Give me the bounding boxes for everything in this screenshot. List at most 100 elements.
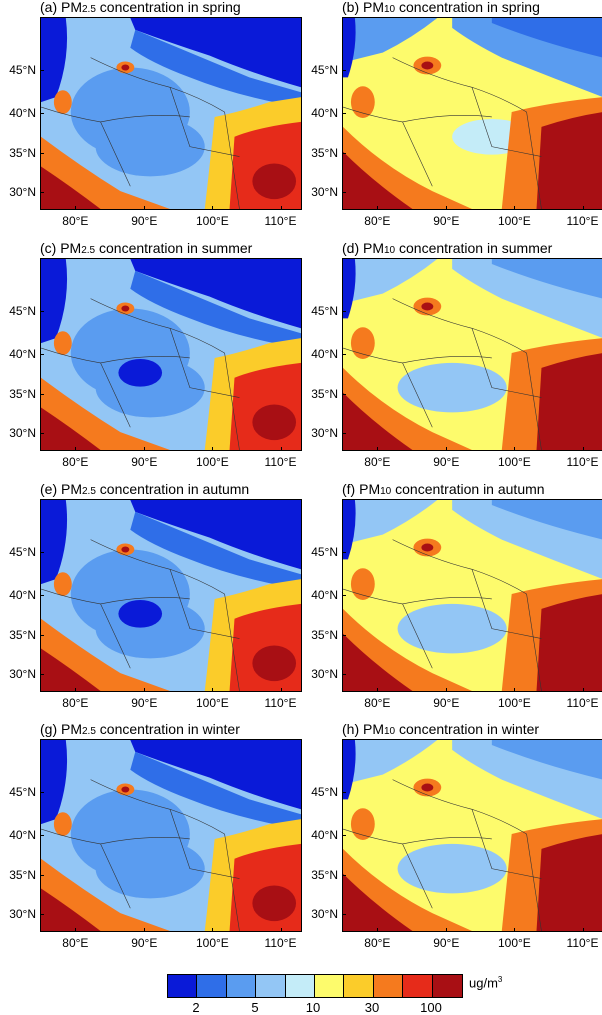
low-concentration-region [41, 500, 68, 585]
northwest-region [343, 740, 438, 785]
southwest-core [41, 166, 101, 209]
boundary-line [402, 362, 433, 428]
northwest-region [343, 18, 438, 63]
boundary-line [471, 328, 542, 398]
lon-tick-label: 100°E [497, 214, 531, 228]
boundary-line [224, 833, 240, 931]
tarim-max [421, 783, 434, 792]
lon-tick [212, 928, 214, 932]
lat-tick [342, 353, 346, 355]
boundary-line [169, 328, 240, 398]
boundary-line [100, 115, 190, 123]
lon-tick [75, 447, 77, 451]
lon-tick [514, 447, 516, 451]
lat-tick-label: 35°N [311, 628, 338, 643]
lon-tick-label: 110°E [264, 455, 297, 469]
low-concentration-region [41, 259, 301, 329]
lon-tick [212, 447, 214, 451]
lat-tick [40, 394, 44, 396]
tarim-max [421, 61, 434, 70]
boundary-line [402, 597, 492, 605]
map-frame [40, 258, 302, 451]
lon-tick-label: 80°E [364, 936, 391, 950]
boundary-line [41, 828, 101, 845]
low-concentration-region [41, 500, 301, 570]
map-frame [342, 739, 602, 932]
northwest-low [343, 500, 356, 560]
low-concentration-region [41, 18, 68, 103]
northwest-low [343, 18, 356, 78]
boundary-line [402, 837, 492, 845]
southwest-core [41, 407, 101, 450]
lat-tick-label: 30°N [9, 184, 36, 199]
lat-tick-label: 40°N [311, 346, 338, 361]
lat-tick [40, 311, 44, 313]
lat-tick [40, 432, 44, 434]
lon-tick [75, 928, 77, 932]
band [130, 751, 301, 830]
colorbar-cell [226, 975, 257, 997]
boundary-line [392, 539, 527, 595]
lon-tick [582, 688, 584, 692]
boundary-line [402, 121, 433, 187]
lon-tick-label: 90°E [131, 214, 158, 228]
boundary-line [402, 603, 433, 669]
west-spot [350, 808, 375, 840]
lat-tick-label: 35°N [9, 628, 36, 643]
lat-tick [40, 875, 44, 877]
concentration-map [41, 740, 301, 931]
lon-tick [144, 447, 146, 451]
lon-tick [144, 688, 146, 692]
colorbar-tick-label: 2 [192, 1000, 200, 1015]
lat-tick [342, 635, 346, 637]
lon-tick-label: 100°E [195, 936, 229, 950]
plateau-field [95, 116, 205, 177]
lat-tick [342, 112, 346, 114]
lat-tick-label: 45°N [9, 63, 36, 78]
lat-tick [40, 834, 44, 836]
boundary-line [392, 57, 527, 113]
boundary-line [100, 121, 131, 187]
boundary-line [343, 347, 403, 364]
colorbar-tick-label: 5 [251, 1000, 259, 1015]
concentration-map [41, 18, 301, 209]
colorbar-cell [314, 975, 345, 997]
lon-tick-label: 100°E [497, 936, 531, 950]
boundary-line [224, 352, 240, 450]
lon-tick [144, 928, 146, 932]
lat-tick-label: 40°N [9, 587, 36, 602]
west-spot [53, 331, 72, 355]
lat-tick-label: 35°N [9, 146, 36, 161]
lat-tick-label: 30°N [9, 425, 36, 440]
panel-title: (c) PM2.5 concentration in summer [40, 240, 253, 256]
boundary-line [90, 539, 225, 595]
minimum-spot [118, 599, 163, 628]
plateau-field [397, 843, 507, 894]
southwest-core [343, 151, 413, 209]
lon-tick-label: 90°E [433, 214, 460, 228]
boundary-line [526, 352, 542, 450]
panel-title: (a) PM2.5 concentration in spring [40, 0, 241, 15]
lat-tick [40, 191, 44, 193]
tarim-max [121, 786, 130, 793]
east-max [252, 404, 297, 441]
northeast-low [491, 18, 602, 58]
lon-tick-label: 110°E [264, 214, 297, 228]
boundary-line [41, 347, 101, 364]
boundary-line [343, 588, 403, 605]
lon-tick-label: 90°E [433, 696, 460, 710]
southwest-core [343, 873, 413, 931]
west-spot [350, 86, 375, 118]
lat-tick [40, 594, 44, 596]
lat-tick-label: 30°N [311, 666, 338, 681]
tarim-max [121, 546, 130, 553]
lon-tick-label: 90°E [433, 455, 460, 469]
southwest-core [343, 633, 413, 691]
lat-tick-label: 40°N [311, 827, 338, 842]
boundary-line [471, 809, 542, 879]
northeast-low [491, 259, 602, 299]
west-spot [350, 568, 375, 600]
lon-tick-label: 100°E [195, 214, 229, 228]
east-core [536, 834, 602, 931]
lon-tick [514, 928, 516, 932]
